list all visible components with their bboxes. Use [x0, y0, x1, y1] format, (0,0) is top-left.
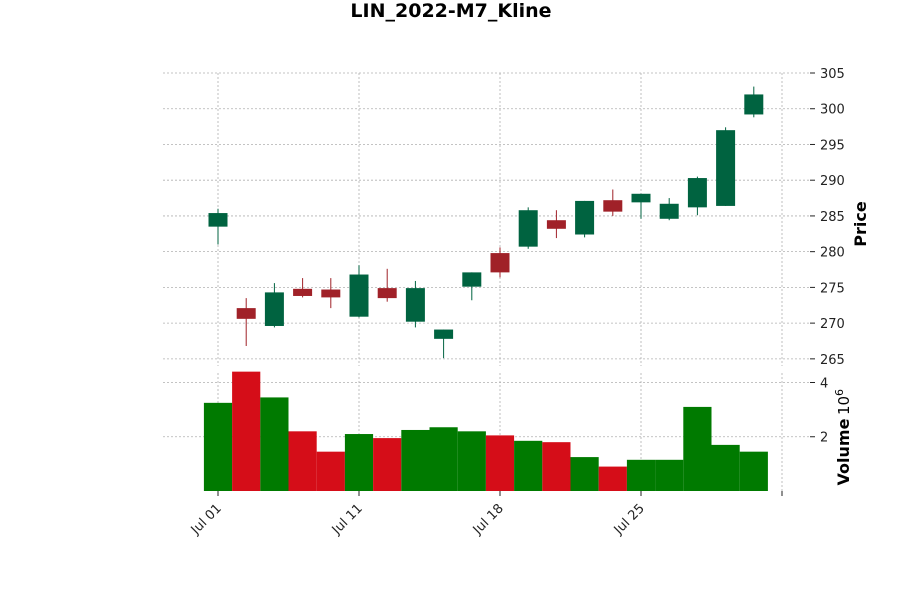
volume-axis: 24 — [810, 376, 828, 446]
price-tick-label: 300 — [820, 103, 845, 118]
candle-body — [321, 289, 341, 298]
volume-bars — [203, 371, 768, 491]
volume-bar — [429, 427, 458, 491]
price-tick-label: 280 — [820, 246, 845, 261]
volume-bar — [344, 434, 374, 491]
candle-body — [377, 288, 397, 299]
volume-bar — [655, 459, 684, 491]
volume-bar — [401, 429, 430, 491]
candle-body — [264, 292, 284, 326]
candle-body — [490, 253, 510, 273]
volume-tick-label: 4 — [820, 376, 828, 391]
candle-body — [349, 274, 369, 317]
volume-bar — [542, 442, 571, 491]
price-axis-label: Price — [851, 201, 870, 247]
volume-bar — [570, 457, 599, 491]
price-tick-label: 305 — [820, 67, 845, 82]
volume-bar — [711, 444, 740, 491]
volume-bar — [203, 402, 233, 491]
volume-bar — [514, 440, 543, 491]
candle-body — [546, 220, 566, 229]
candle-body — [236, 308, 256, 319]
x-axis: Jul 01 Jul 11 Jul 18 Jul 25 — [188, 491, 783, 538]
x-tick-label: Jul 18 — [470, 501, 507, 538]
candle-body — [631, 193, 651, 203]
candle-body — [293, 288, 313, 296]
volume-tick-label: 2 — [820, 431, 828, 446]
volume-bar — [457, 431, 486, 491]
price-grid — [163, 72, 810, 366]
price-axis: 265 270 275 280 285 290 295 300 305 — [810, 67, 845, 368]
price-tick-label: 265 — [820, 353, 845, 368]
candle-body — [462, 272, 482, 287]
candle-body — [603, 200, 623, 212]
x-tick-label: Jul 01 — [188, 501, 225, 538]
volume-bar — [316, 451, 345, 491]
candle-body — [518, 210, 538, 247]
volume-exponent-power: 6 — [833, 389, 846, 396]
price-tick-label: 290 — [820, 174, 845, 189]
candle-body — [716, 130, 736, 206]
volume-bar — [232, 371, 261, 491]
candles — [208, 86, 764, 359]
volume-bar — [598, 466, 627, 491]
price-tick-label: 275 — [820, 281, 845, 296]
x-tick-label: Jul 25 — [611, 501, 648, 538]
x-tick-label: Jul 11 — [329, 501, 366, 538]
candle-body — [687, 178, 707, 208]
price-tick-label: 270 — [820, 317, 845, 332]
price-tick-label: 295 — [820, 138, 845, 153]
volume-bar — [485, 435, 515, 491]
volume-bar — [739, 451, 768, 491]
volume-exponent-base: 10 — [835, 396, 853, 415]
chart-title: LIN_2022-M7_Kline — [350, 0, 551, 22]
candle-body — [575, 200, 595, 235]
price-tick-label: 285 — [820, 210, 845, 225]
volume-axis-label: Volume — [834, 418, 853, 485]
volume-bar — [373, 438, 402, 491]
volume-bar — [626, 459, 656, 491]
candle-body — [659, 203, 679, 219]
candle-body — [434, 329, 454, 339]
volume-exponent-label: 106 — [833, 389, 853, 415]
volume-bar — [683, 406, 712, 491]
candle-body — [405, 288, 425, 322]
candle-body — [208, 213, 228, 227]
volume-bar — [288, 431, 317, 491]
volume-bar — [260, 397, 289, 491]
candle-body — [744, 94, 764, 115]
